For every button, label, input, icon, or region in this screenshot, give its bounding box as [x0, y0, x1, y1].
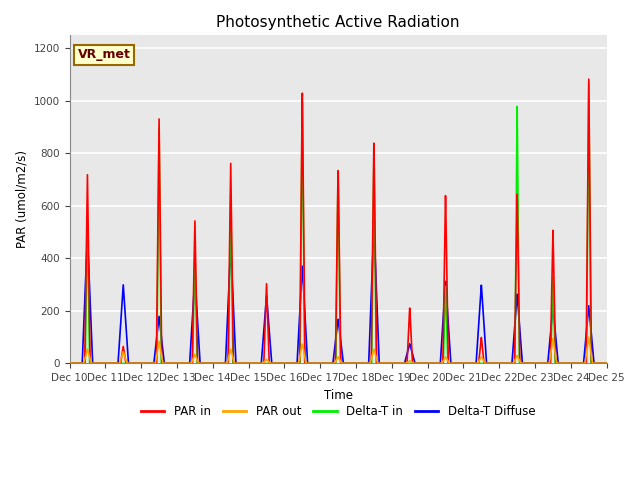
Title: Photosynthetic Active Radiation: Photosynthetic Active Radiation — [216, 15, 460, 30]
Legend: PAR in, PAR out, Delta-T in, Delta-T Diffuse: PAR in, PAR out, Delta-T in, Delta-T Dif… — [136, 401, 540, 423]
Y-axis label: PAR (umol/m2/s): PAR (umol/m2/s) — [15, 150, 28, 248]
Text: VR_met: VR_met — [77, 48, 131, 61]
X-axis label: Time: Time — [324, 389, 353, 402]
